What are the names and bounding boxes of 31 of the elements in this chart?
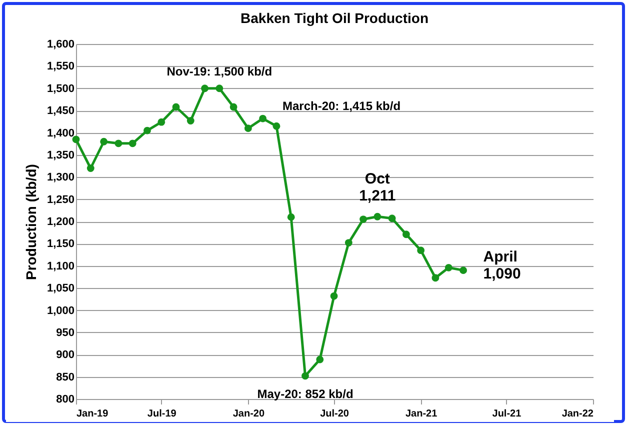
y-axis-title: Production (kb/d) bbox=[22, 164, 39, 280]
y-tick-label: 1,150 bbox=[46, 238, 74, 250]
y-tick-label: 1,350 bbox=[46, 149, 74, 162]
annotation: May-20: 852 kb/d bbox=[257, 386, 354, 401]
x-tick-label: Jul-20 bbox=[320, 408, 350, 420]
y-tick-label: 1,050 bbox=[46, 282, 74, 295]
chart-title: Bakken Tight Oil Production bbox=[240, 10, 428, 26]
y-tick-label: 850 bbox=[56, 371, 74, 384]
y-tick-label: 1,100 bbox=[46, 260, 74, 272]
y-tick-label: 1,000 bbox=[46, 304, 74, 317]
y-tick-label: 1,300 bbox=[46, 172, 74, 184]
y-tick-label: 1,400 bbox=[46, 127, 74, 140]
y-tick-label: 900 bbox=[56, 349, 74, 362]
annotation: April 1,090 bbox=[483, 248, 521, 282]
y-tick-label: 1,450 bbox=[46, 105, 74, 118]
x-tick-label: Jan-19 bbox=[76, 408, 109, 420]
y-tick-label: 1,250 bbox=[46, 194, 74, 206]
y-tick-label: 1,200 bbox=[46, 216, 74, 228]
y-tick-label: 1,600 bbox=[46, 38, 74, 50]
annotation: Oct 1,211 bbox=[359, 170, 396, 205]
x-tick-label: Jan-22 bbox=[562, 408, 594, 420]
y-tick-label: 1,550 bbox=[46, 60, 74, 73]
annotation: March-20: 1,415 kb/d bbox=[282, 99, 401, 114]
x-tick-label: Jul-19 bbox=[147, 408, 177, 420]
y-tick-label: 1,500 bbox=[46, 82, 74, 95]
annotation: Nov-19: 1,500 kb/d bbox=[166, 64, 272, 78]
x-tick-label: Jul-21 bbox=[492, 408, 522, 420]
x-tick-label: Jan-21 bbox=[405, 408, 438, 420]
y-tick-label: 950 bbox=[56, 326, 74, 339]
y-tick-label: 800 bbox=[56, 394, 74, 406]
x-tick-label: Jan-20 bbox=[232, 408, 265, 420]
